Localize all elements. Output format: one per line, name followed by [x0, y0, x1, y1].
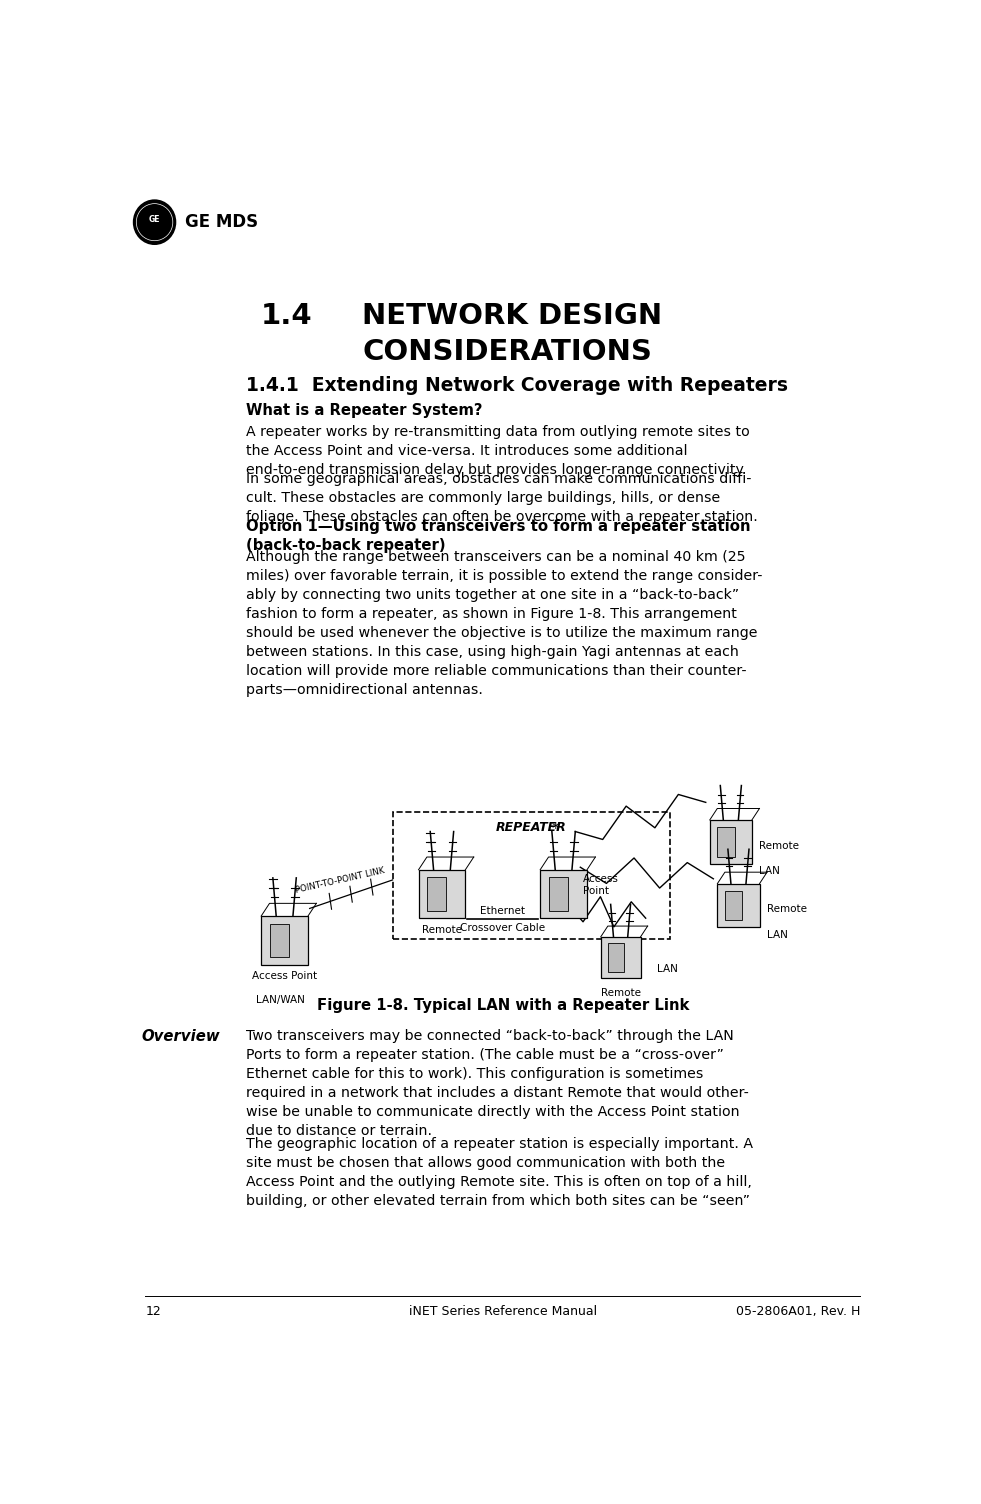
- Bar: [600, 937, 641, 978]
- Bar: [270, 923, 288, 957]
- Text: 1.4.1  Extending Network Coverage with Repeaters: 1.4.1 Extending Network Coverage with Re…: [246, 376, 788, 396]
- Text: Figure 1-8. Typical LAN with a Repeater Link: Figure 1-8. Typical LAN with a Repeater …: [317, 999, 689, 1014]
- Bar: [710, 820, 751, 863]
- Text: CONSIDERATIONS: CONSIDERATIONS: [362, 338, 652, 365]
- Text: LAN/WAN: LAN/WAN: [256, 996, 305, 1005]
- Text: Option 1—Using two transceivers to form a repeater station
(back-to-back repeate: Option 1—Using two transceivers to form …: [246, 519, 750, 553]
- Text: Although the range between transceivers can be a nominal 40 km (25
miles) over f: Although the range between transceivers …: [246, 550, 762, 696]
- Bar: [717, 827, 735, 857]
- Text: Remote: Remote: [600, 988, 641, 999]
- Text: 12: 12: [145, 1305, 161, 1319]
- Text: Access Point: Access Point: [252, 972, 317, 981]
- Text: Remote: Remote: [422, 925, 462, 934]
- Ellipse shape: [136, 203, 173, 241]
- Bar: [261, 916, 308, 964]
- Text: Crossover Cable: Crossover Cable: [460, 923, 545, 932]
- Text: Overview: Overview: [141, 1029, 221, 1044]
- Bar: [427, 877, 446, 910]
- Text: In some geographical areas, obstacles can make communications diffi-
cult. These: In some geographical areas, obstacles ca…: [246, 472, 757, 525]
- Text: 05-2806A01, Rev. H: 05-2806A01, Rev. H: [736, 1305, 860, 1319]
- Text: *: *: [551, 821, 559, 836]
- Text: What is a Repeater System?: What is a Repeater System?: [246, 403, 483, 418]
- Bar: [725, 890, 743, 920]
- Text: Ethernet: Ethernet: [481, 905, 525, 916]
- Text: GE MDS: GE MDS: [185, 214, 258, 232]
- Bar: [717, 884, 759, 926]
- Text: GE: GE: [149, 215, 160, 224]
- Text: LAN: LAN: [767, 929, 788, 940]
- Text: Two transceivers may be connected “back-to-back” through the LAN
Ports to form a: Two transceivers may be connected “back-…: [246, 1029, 749, 1139]
- Text: Access
Point: Access Point: [583, 874, 618, 896]
- Text: REPEATER: REPEATER: [496, 821, 567, 833]
- Bar: [608, 943, 624, 972]
- Text: A repeater works by re-transmitting data from outlying remote sites to
the Acces: A repeater works by re-transmitting data…: [246, 424, 749, 477]
- Text: 1.4: 1.4: [261, 302, 313, 329]
- Bar: [548, 877, 568, 910]
- Bar: [419, 869, 465, 917]
- Text: LAN: LAN: [759, 866, 780, 877]
- Text: The geographic location of a repeater station is especially important. A
site mu: The geographic location of a repeater st…: [246, 1137, 752, 1208]
- Text: Remote: Remote: [759, 841, 800, 851]
- Text: NETWORK DESIGN: NETWORK DESIGN: [362, 302, 662, 329]
- Ellipse shape: [133, 200, 176, 244]
- Text: POINT-TO-POINT LINK: POINT-TO-POINT LINK: [294, 866, 386, 895]
- Bar: [541, 869, 587, 917]
- Text: LAN: LAN: [657, 964, 678, 975]
- Text: Remote: Remote: [767, 904, 807, 914]
- Text: iNET Series Reference Manual: iNET Series Reference Manual: [409, 1305, 596, 1319]
